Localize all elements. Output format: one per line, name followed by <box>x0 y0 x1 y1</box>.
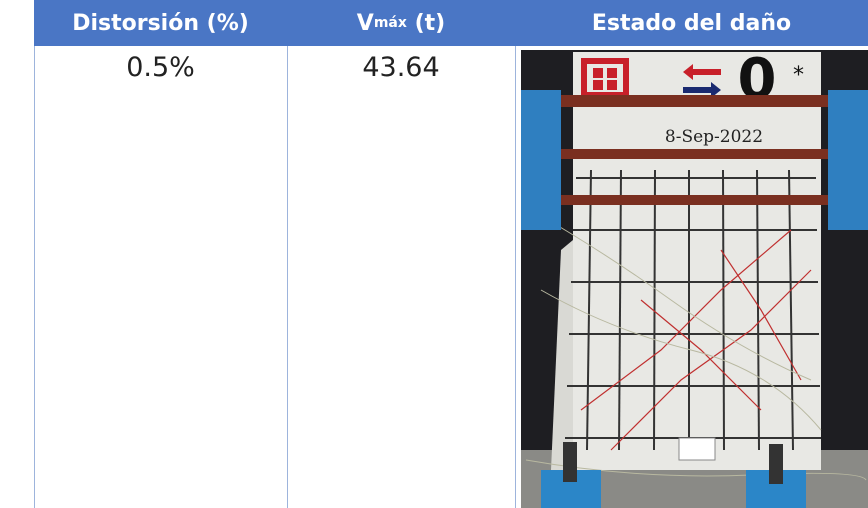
distortion-value: 0.5% <box>126 52 195 83</box>
header-text: V <box>356 10 374 36</box>
column-border <box>287 46 288 508</box>
damage-photo: 0 * 8-Sep-2022 <box>521 50 868 508</box>
column-border <box>34 46 35 508</box>
photo-date: 8-Sep-2022 <box>665 127 763 147</box>
photo-star: * <box>793 63 804 88</box>
header-cell: Distorsión (%) <box>34 0 287 46</box>
header-unit: (t) <box>414 10 446 36</box>
header-subscript: máx <box>373 15 407 31</box>
column-border <box>515 46 516 508</box>
vmax-value: 43.64 <box>362 52 440 83</box>
header-cell: Estado del daño <box>515 0 868 46</box>
